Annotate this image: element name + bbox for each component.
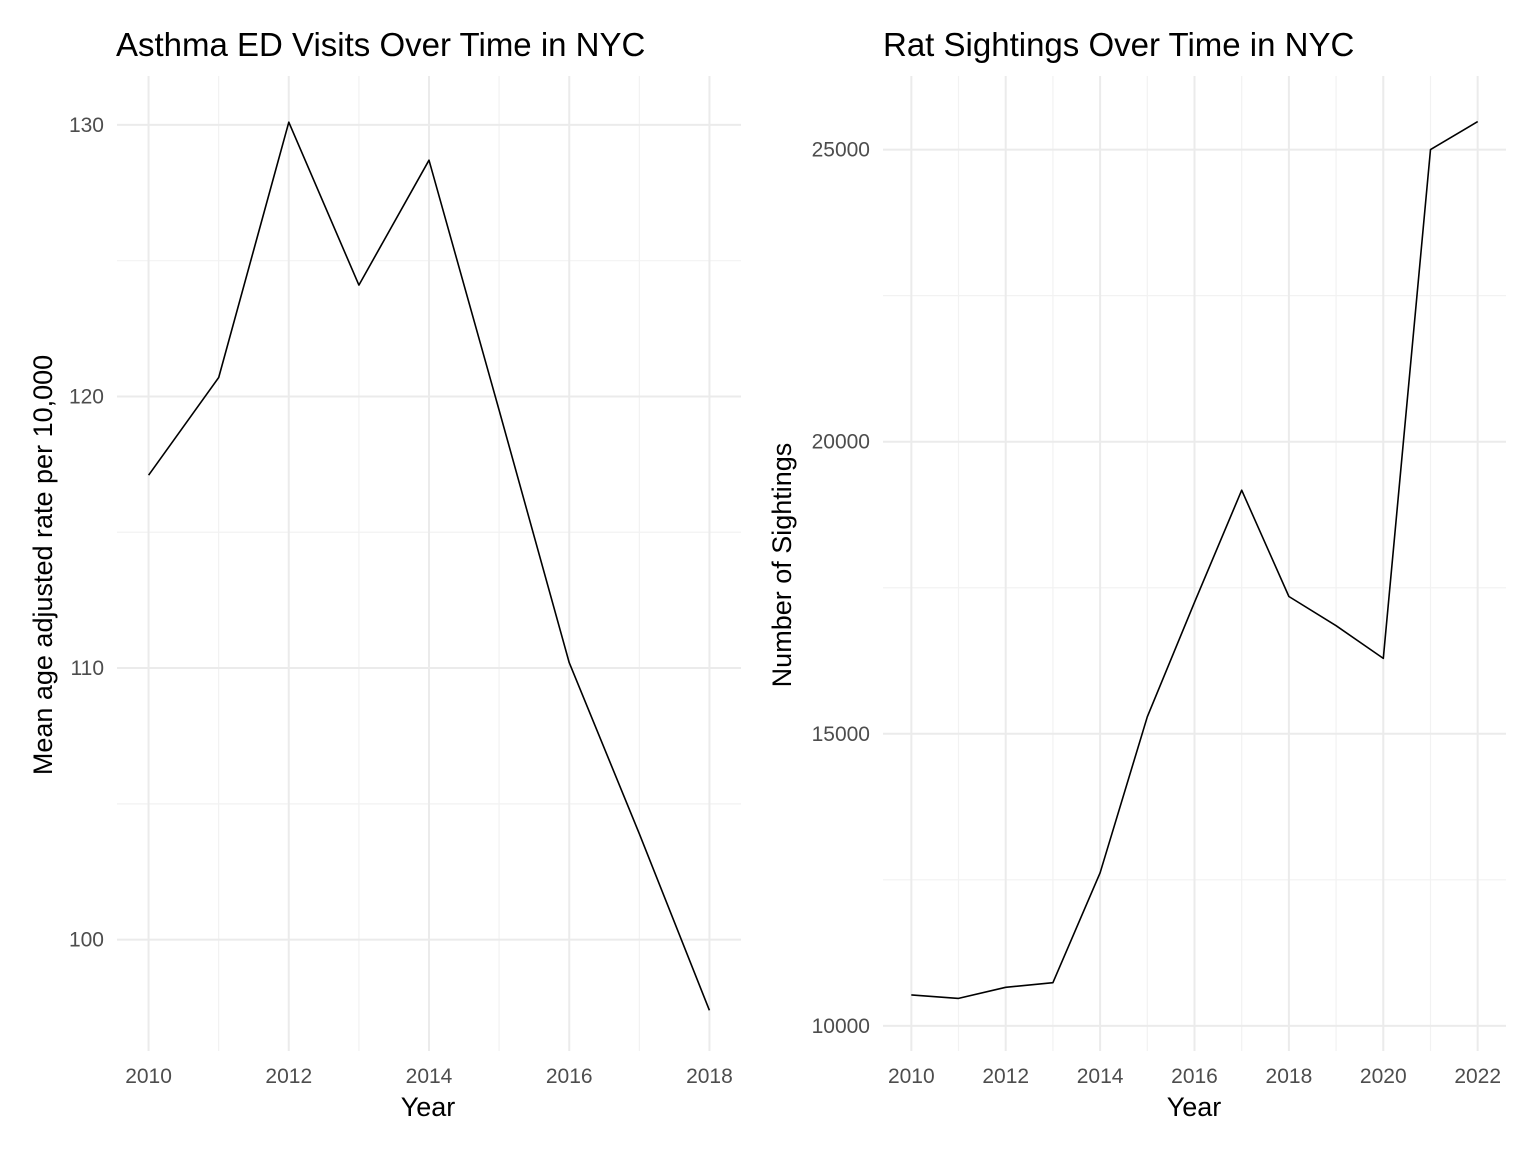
x-axis-title: Year	[1167, 1092, 1222, 1122]
x-tick-label: 2018	[1266, 1065, 1313, 1088]
x-tick-labels: 2010 2012 2014 2016 2018 2020 2022	[888, 1065, 1501, 1088]
chart-title: Asthma ED Visits Over Time in NYC	[116, 26, 645, 63]
y-axis-title: Number of Sightings	[767, 443, 797, 688]
y-tick-label: 130	[69, 114, 104, 137]
y-tick-label: 25000	[812, 139, 870, 162]
x-tick-label: 2010	[125, 1065, 172, 1088]
x-tick-label: 2012	[265, 1065, 312, 1088]
y-tick-labels: 100 110 120 130	[69, 114, 104, 952]
x-tick-labels: 2010 2012 2014 2016 2018	[125, 1065, 733, 1088]
x-tick-label: 2018	[686, 1065, 733, 1088]
y-tick-label: 120	[69, 385, 104, 408]
y-tick-label: 100	[69, 929, 104, 952]
x-tick-label: 2016	[1171, 1065, 1218, 1088]
chart-title: Rat Sightings Over Time in NYC	[883, 26, 1354, 63]
asthma-series-line	[147, 121, 711, 1011]
rat-series-line	[911, 120, 1479, 1000]
asthma-panel: 100 110 120 130 2010 2012 2014 2016 2018 Asthma…	[28, 26, 741, 1122]
x-tick-label: 2022	[1454, 1065, 1501, 1088]
y-tick-label: 20000	[812, 431, 870, 454]
x-tick-label: 2014	[406, 1065, 453, 1088]
y-tick-label: 10000	[812, 1015, 870, 1038]
y-tick-label: 15000	[812, 723, 870, 746]
x-tick-label: 2012	[982, 1065, 1029, 1088]
x-tick-label: 2014	[1077, 1065, 1124, 1088]
major-grid	[883, 76, 1506, 1051]
major-grid	[117, 76, 741, 1051]
x-tick-label: 2010	[888, 1065, 935, 1088]
x-axis-title: Year	[401, 1092, 456, 1122]
y-tick-labels: 10000 15000 20000 25000	[812, 139, 870, 1038]
y-axis-title: Mean age adjusted rate per 10,000	[28, 355, 58, 775]
x-tick-label: 2016	[546, 1065, 593, 1088]
x-tick-label: 2020	[1360, 1065, 1407, 1088]
y-tick-label: 110	[71, 657, 104, 680]
